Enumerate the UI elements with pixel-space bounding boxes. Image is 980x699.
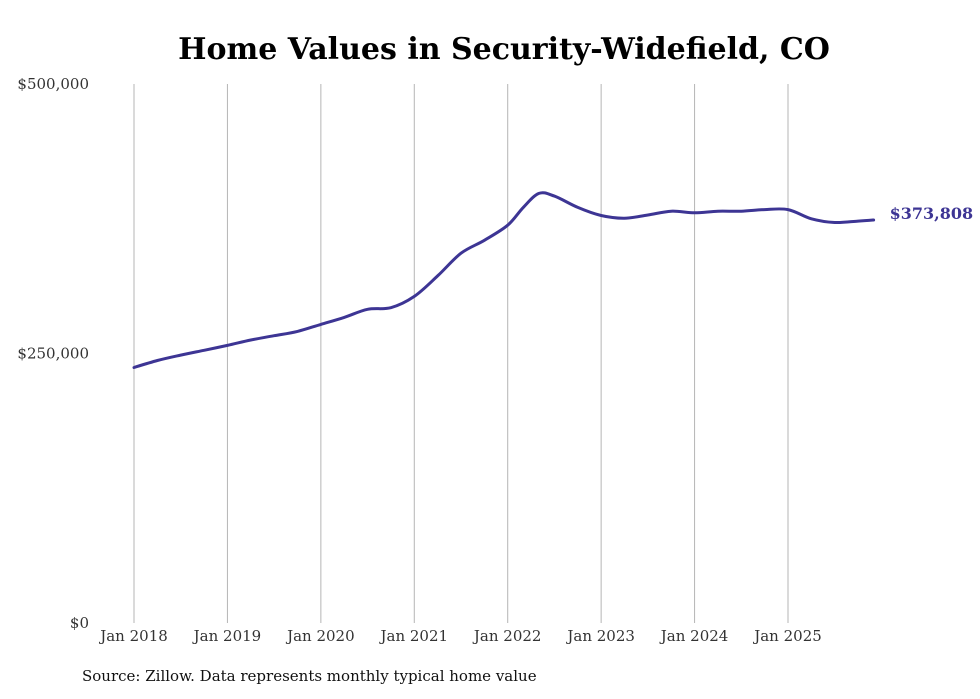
series-line bbox=[134, 193, 874, 368]
x-axis: Jan 2018 Jan 2019 Jan 2020 Jan 2021 Jan 2022… bbox=[98, 627, 822, 645]
line-chart: Home Values in Security-Widefield, CO $0… bbox=[0, 0, 980, 660]
gridlines bbox=[134, 84, 788, 623]
x-tick-label: Jan 2022 bbox=[472, 627, 542, 645]
chart-title: Home Values in Security-Widefield, CO bbox=[178, 32, 830, 67]
x-tick-label: Jan 2021 bbox=[379, 627, 449, 645]
series-group bbox=[134, 193, 874, 368]
y-tick-label: $250,000 bbox=[17, 345, 89, 363]
y-tick-label: $500,000 bbox=[17, 75, 89, 93]
x-tick-label: Jan 2025 bbox=[752, 627, 822, 645]
x-tick-label: Jan 2024 bbox=[659, 627, 729, 645]
end-value-label: $373,808 bbox=[890, 204, 974, 223]
y-tick-label: $0 bbox=[70, 614, 89, 632]
source-note: Source: Zillow. Data represents monthly … bbox=[82, 667, 537, 685]
x-tick-label: Jan 2018 bbox=[98, 627, 168, 645]
x-tick-label: Jan 2019 bbox=[192, 627, 262, 645]
y-axis: $0 $250,000 $500,000 bbox=[17, 75, 89, 632]
x-tick-label: Jan 2020 bbox=[285, 627, 355, 645]
x-tick-label: Jan 2023 bbox=[565, 627, 635, 645]
